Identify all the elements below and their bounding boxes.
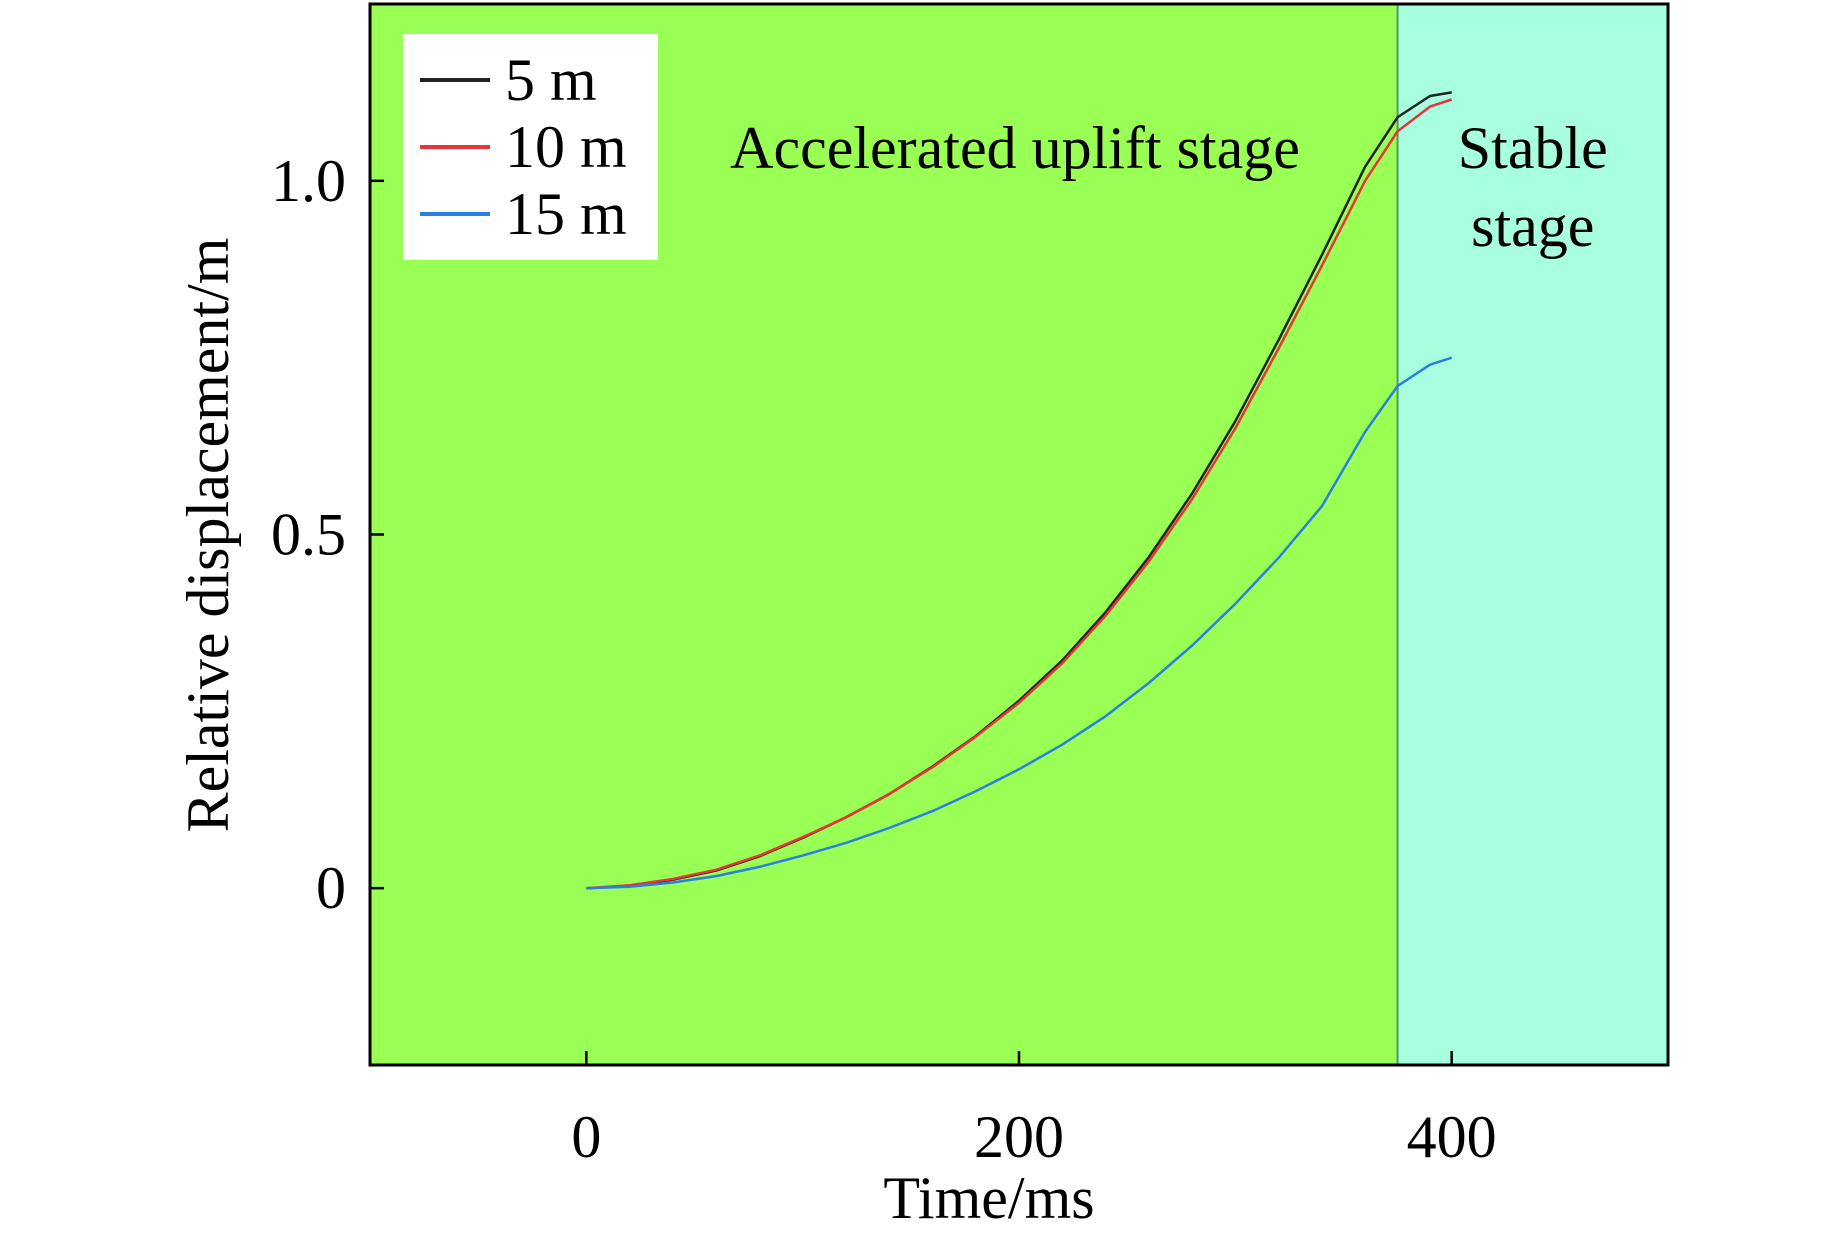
stage-region-1	[1397, 4, 1668, 1065]
y-axis-label: Relative displacement/m	[175, 238, 241, 833]
y-tick-label: 0.5	[271, 502, 346, 568]
stage-regions	[370, 4, 1668, 1065]
stage-label-accelerated: Accelerated uplift stage	[730, 115, 1300, 181]
stage-label-stable-line: Stable	[1458, 115, 1608, 181]
series-line-2	[586, 356, 1453, 890]
axis-ticks: 0 200 400 0 0.5 1.0	[271, 148, 1497, 1170]
y-tick-label: 0	[316, 855, 346, 921]
legend: 5 m10 m15 m	[403, 34, 658, 260]
y-tick-label: 1.0	[271, 148, 346, 214]
axis-labels: Time/ms Relative displacement/m	[175, 238, 1095, 1231]
series-line-1	[586, 98, 1453, 890]
x-tick-label: 200	[974, 1104, 1064, 1170]
stage-label-stable-line: stage	[1471, 193, 1594, 259]
x-axis-label: Time/ms	[883, 1165, 1094, 1231]
x-tick-label: 0	[571, 1104, 601, 1170]
x-tick-label: 400	[1407, 1104, 1497, 1170]
legend-label-0: 5 m	[505, 47, 597, 113]
legend-label-1: 10 m	[505, 114, 627, 180]
series-group	[586, 91, 1453, 890]
legend-label-2: 15 m	[505, 181, 627, 247]
stage-labels: Accelerated uplift stage Stable stage	[730, 115, 1608, 259]
